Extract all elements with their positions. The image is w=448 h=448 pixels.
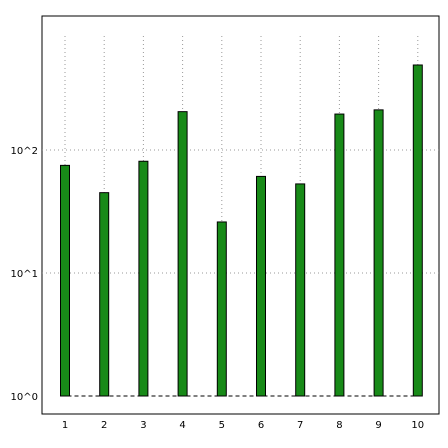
x-tick-label: 5 — [219, 420, 225, 431]
x-tick-label: 8 — [336, 420, 342, 431]
bar-7 — [295, 183, 306, 397]
bar-5 — [216, 221, 227, 397]
bar-3 — [138, 160, 149, 397]
bars — [60, 64, 423, 397]
x-tick-label: 10 — [411, 420, 424, 431]
x-tick-label: 7 — [297, 420, 303, 431]
y-tick-label: 10^1 — [11, 269, 38, 280]
y-tick-label: 10^2 — [11, 146, 38, 157]
y-tick-label: 10^0 — [11, 392, 38, 403]
x-tick-label: 3 — [140, 420, 146, 431]
bar-9 — [373, 109, 384, 397]
bar-2 — [99, 192, 110, 397]
bar-6 — [256, 175, 266, 397]
x-tick-label: 6 — [258, 420, 264, 431]
x-tick-label: 1 — [62, 420, 68, 431]
bar-10 — [412, 64, 423, 397]
bar-8 — [334, 113, 345, 397]
x-tick-label: 2 — [101, 420, 107, 431]
bar-1 — [60, 164, 70, 397]
x-tick-label: 9 — [375, 420, 381, 431]
x-tick-label: 4 — [179, 420, 185, 431]
y-tick-labels: 10^0 10^1 10^2 — [11, 146, 38, 403]
x-tick-labels: 1 2 3 4 5 6 7 8 9 10 — [62, 420, 424, 431]
bar-4 — [177, 111, 188, 397]
